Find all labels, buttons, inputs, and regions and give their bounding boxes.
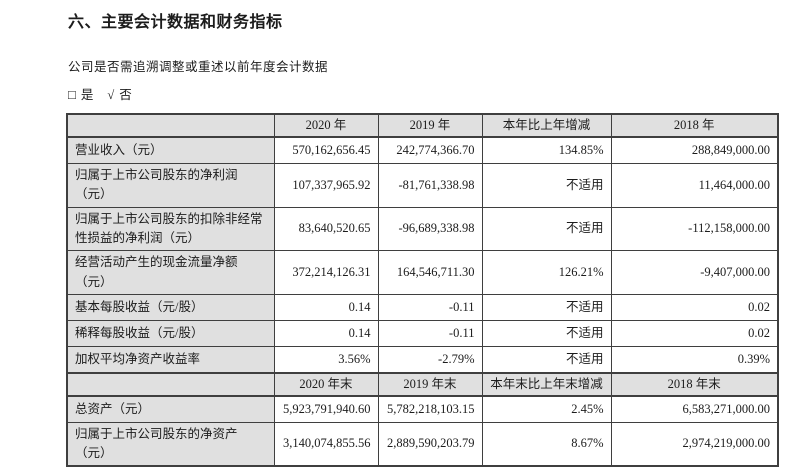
yes-label: 是 — [80, 88, 94, 102]
value-cell: 6,583,271,000.00 — [610, 395, 779, 423]
value-cell: 不适用 — [481, 294, 612, 322]
value-cell: 0.02 — [610, 320, 779, 348]
value-cell: 11,464,000.00 — [610, 162, 779, 208]
header-period-cell: 2018 年末 — [610, 371, 779, 398]
value-cell: 570,162,656.45 — [273, 136, 379, 164]
value-cell: 0.02 — [610, 294, 779, 322]
value-cell: 不适用 — [481, 162, 612, 208]
header-period-cell: 2019 年末 — [377, 371, 483, 398]
row-label-cell: 经营活动产生的现金流量净额（元） — [66, 250, 275, 296]
row-label-cell: 基本每股收益（元/股） — [66, 294, 275, 322]
table-row: 总资产（元） 5,923,791,940.60 5,782,218,103.15 2.… — [66, 395, 779, 423]
financial-table: 2020 年 2019 年本年比上年增减 2018 年营业收入（元） 570,162,… — [66, 112, 779, 467]
row-label-cell: 归属于上市公司股东的净资产（元） — [66, 421, 275, 467]
value-cell: -0.11 — [377, 294, 483, 322]
value-cell: 3,140,074,855.56 — [273, 421, 379, 467]
header-period-cell: 2020 年末 — [273, 371, 379, 398]
financial-table-body: 2020 年 2019 年本年比上年增减 2018 年营业收入（元） 570,162,… — [66, 112, 779, 467]
page-title: 六、主要会计数据和财务指标 — [68, 14, 283, 31]
table-row: 基本每股收益（元/股） 0.14 -0.11 不适用 0.02 — [66, 294, 779, 322]
value-cell: -9,407,000.00 — [610, 250, 779, 296]
table-header-row: 2020 年末 2019 年末 本年末比上年末增减 2018 年末 — [66, 371, 779, 398]
table-row: 经营活动产生的现金流量净额（元） 372,214,126.31 164,546,71… — [66, 250, 779, 296]
value-cell: 3.56% — [273, 346, 379, 374]
value-cell: 83,640,520.65 — [273, 206, 379, 252]
value-cell: 2,974,219,000.00 — [610, 421, 779, 467]
value-cell: 0.14 — [273, 294, 379, 322]
value-cell: 5,782,218,103.15 — [377, 395, 483, 423]
header-period-cell: 本年末比上年末增减 — [481, 371, 612, 398]
value-cell: 242,774,366.70 — [377, 136, 483, 164]
value-cell: 不适用 — [481, 206, 612, 252]
value-cell: 126.21% — [481, 250, 612, 296]
value-cell: 107,337,965.92 — [273, 162, 379, 208]
no-label: 否 — [119, 88, 132, 102]
value-cell: -96,689,338.98 — [377, 206, 483, 252]
value-cell: -112,158,000.00 — [610, 206, 779, 252]
value-cell: 不适用 — [481, 346, 612, 374]
row-label-cell: 归属于上市公司股东的净利润（元） — [66, 162, 275, 208]
header-blank-cell — [66, 371, 275, 398]
header-period-cell: 2019 年 — [377, 112, 483, 139]
row-label-cell: 加权平均净资产收益率 — [66, 346, 275, 374]
value-cell: 2,889,590,203.79 — [377, 421, 483, 467]
value-cell: -0.11 — [377, 320, 483, 348]
value-cell: 不适用 — [481, 320, 612, 348]
table-row: 归属于上市公司股东的净资产（元） 3,140,074,855.56 2,889,59… — [66, 421, 779, 467]
row-label-cell: 稀释每股收益（元/股） — [66, 320, 275, 348]
value-cell: 0.39% — [610, 346, 779, 374]
value-cell: 0.14 — [273, 320, 379, 348]
table-row: 稀释每股收益（元/股） 0.14 -0.11 不适用 0.02 — [66, 320, 779, 348]
table-row: 营业收入（元） 570,162,656.45 242,774,366.70 134.8… — [66, 136, 779, 164]
header-period-cell: 2018 年 — [610, 112, 779, 139]
header-period-cell: 本年比上年增减 — [481, 112, 612, 139]
row-label-cell: 归属于上市公司股东的扣除非经常性损益的净利润（元） — [66, 206, 275, 252]
table-row: 加权平均净资产收益率 3.56% -2.79% 不适用 0.39% — [66, 346, 779, 374]
row-label-cell: 总资产（元） — [66, 395, 275, 423]
table-row: 归属于上市公司股东的扣除非经常性损益的净利润（元） 83,640,520.65 -9… — [66, 206, 779, 252]
value-cell: 134.85% — [481, 136, 612, 164]
value-cell: -81,761,338.98 — [377, 162, 483, 208]
row-label-cell: 营业收入（元） — [66, 136, 275, 164]
header-period-cell: 2020 年 — [273, 112, 379, 139]
value-cell: 164,546,711.30 — [377, 250, 483, 296]
value-cell: 5,923,791,940.60 — [273, 395, 379, 423]
checkbox-line: □ 是 √ 否 — [68, 84, 777, 103]
table-row: 归属于上市公司股东的净利润（元） 107,337,965.92 -81,761,33… — [66, 162, 779, 208]
value-cell: 288,849,000.00 — [610, 136, 779, 164]
header-blank-cell — [66, 112, 275, 139]
table-header-row: 2020 年 2019 年本年比上年增减 2018 年 — [66, 112, 779, 139]
value-cell: -2.79% — [377, 346, 483, 374]
value-cell: 372,214,126.31 — [273, 250, 379, 296]
yes-checkbox-icon: □ — [68, 87, 76, 102]
value-cell: 8.67% — [481, 421, 612, 467]
check-mark-icon: √ — [107, 88, 115, 102]
question-text: 公司是否需追溯调整或重述以前年度会计数据 — [68, 60, 329, 74]
value-cell: 2.45% — [481, 395, 612, 423]
